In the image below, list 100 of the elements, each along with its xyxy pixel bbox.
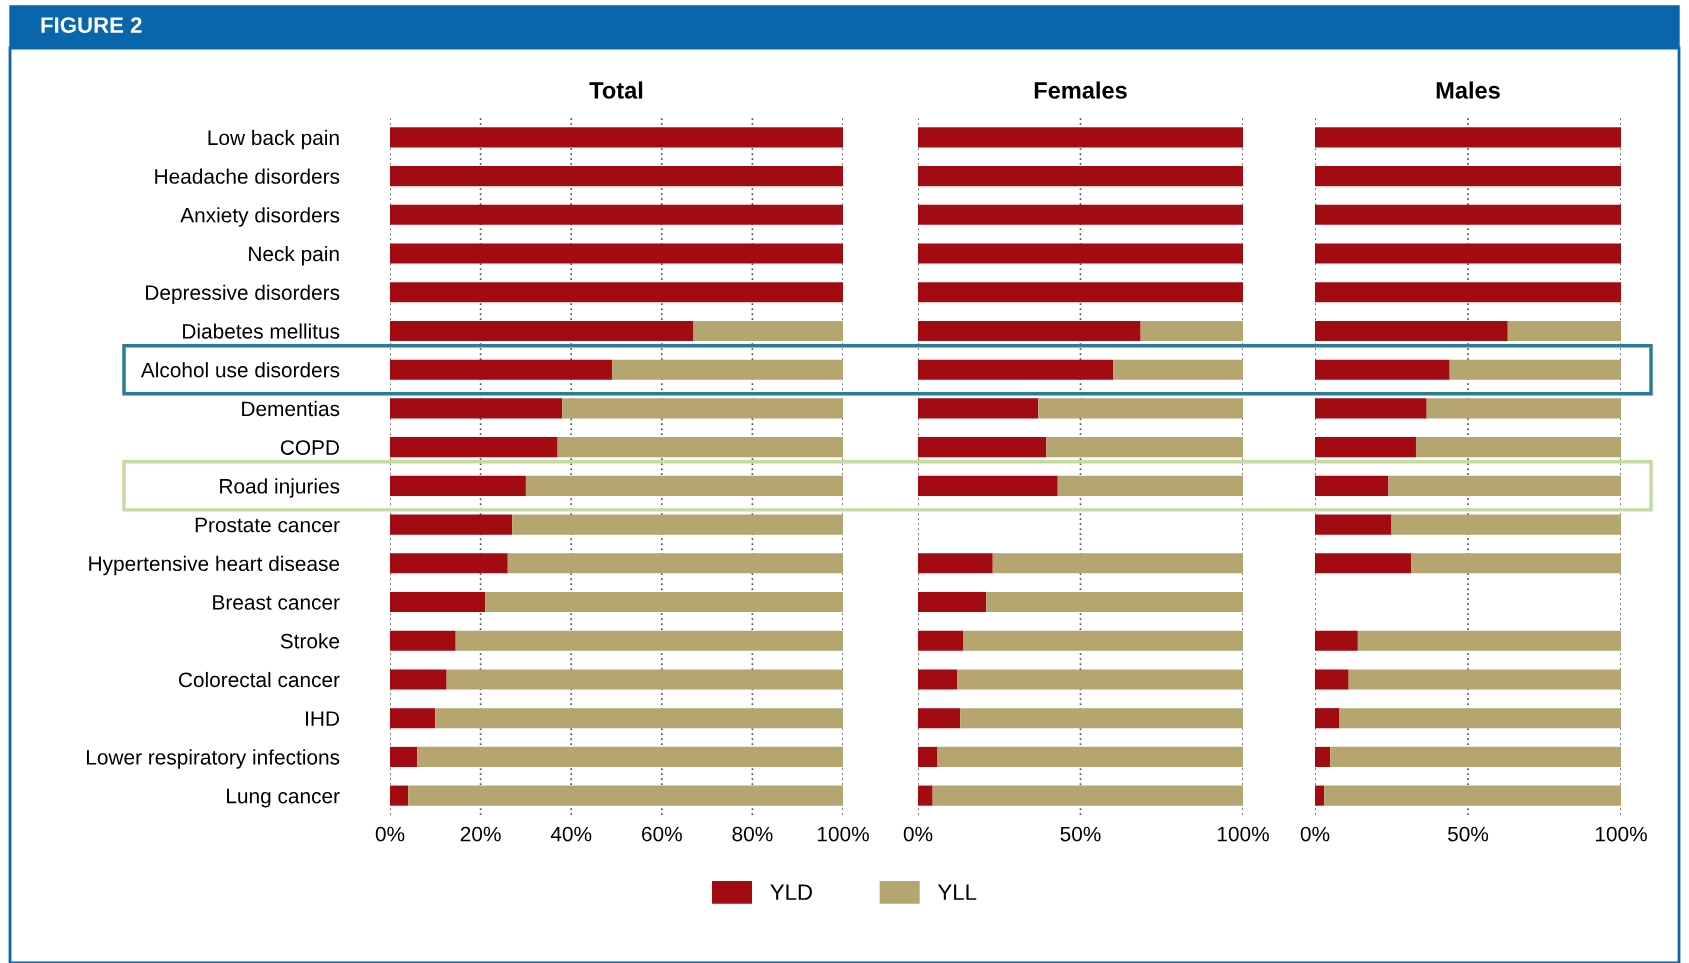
- x-tick-label: 80%: [732, 826, 773, 842]
- bar: [1057, 475, 1243, 496]
- y-tick-label: Hypertensive heart disease: [89, 555, 340, 576]
- y-tick-label: Colorectal cancer: [178, 671, 340, 688]
- bar: [525, 475, 843, 496]
- bar: [918, 282, 1243, 303]
- bar: [1046, 437, 1243, 458]
- legend-label: YLL: [937, 884, 977, 900]
- bar: [390, 591, 486, 613]
- legend-label: YLD: [770, 884, 812, 900]
- y-tick-label: Diabetes mellitus: [183, 323, 340, 339]
- bar: [446, 669, 843, 690]
- bar: [390, 166, 843, 187]
- bar: [1391, 514, 1621, 535]
- bar: [1324, 785, 1621, 806]
- bar: [390, 630, 456, 651]
- bar: [455, 630, 843, 651]
- chart-title: Total: [589, 81, 643, 99]
- y-tick-label: Breast cancer: [213, 595, 340, 610]
- y-tick-label: Dementias: [242, 400, 340, 417]
- x-tick-label: 100%: [817, 826, 869, 842]
- bar: [512, 514, 843, 535]
- bar: [435, 708, 843, 729]
- bar: [960, 708, 1243, 729]
- bar: [1113, 359, 1243, 380]
- bar: [918, 746, 938, 767]
- bar: [1315, 514, 1392, 535]
- bar: [408, 785, 843, 806]
- bar: [1315, 746, 1331, 767]
- bar: [932, 785, 1243, 806]
- bar: [390, 282, 843, 303]
- chart-title: Males: [1436, 81, 1500, 99]
- x-tick-label: 50%: [1447, 826, 1489, 842]
- bar: [1507, 320, 1621, 342]
- bar: [1330, 746, 1621, 767]
- y-tick-label: Prostate cancer: [195, 517, 340, 533]
- bar: [918, 166, 1243, 187]
- caption: FIGURE 2: [41, 17, 142, 33]
- bar: [1315, 398, 1427, 419]
- bar: [390, 127, 843, 148]
- x-tick-label: 20%: [460, 826, 501, 842]
- bar: [611, 359, 843, 380]
- bar: [1415, 437, 1621, 458]
- bar: [918, 359, 1113, 380]
- x-tick-label: 100%: [1595, 826, 1647, 842]
- x-tick-label: 60%: [642, 826, 682, 842]
- bar: [1315, 708, 1340, 729]
- bar: [1449, 359, 1621, 380]
- bar: [918, 591, 987, 613]
- y-tick-label: Lung cancer: [227, 788, 340, 808]
- bar: [1411, 553, 1621, 574]
- bar: [918, 243, 1243, 264]
- bar: [1315, 630, 1358, 651]
- bar: [1315, 553, 1412, 574]
- bar: [918, 630, 964, 651]
- y-tick-label: Headache disorders: [155, 168, 340, 184]
- bar: [918, 320, 1141, 342]
- bar: [390, 437, 558, 458]
- bar: [1315, 320, 1508, 342]
- x-tick-label: 0%: [1300, 826, 1330, 842]
- bar: [1315, 437, 1416, 458]
- bar: [390, 746, 418, 767]
- bar: [390, 708, 436, 729]
- bar: [390, 669, 447, 690]
- bar: [1315, 282, 1621, 303]
- bar: [918, 204, 1243, 225]
- bar: [963, 630, 1243, 651]
- bar: [390, 514, 513, 535]
- bar: [390, 204, 843, 225]
- x-tick-label: 0%: [903, 826, 933, 842]
- bar: [957, 669, 1243, 690]
- bar: [918, 708, 961, 729]
- bar: [1315, 166, 1621, 187]
- x-tick-label: 40%: [550, 826, 592, 842]
- bar: [390, 475, 526, 496]
- bar: [918, 785, 933, 806]
- bar: [562, 398, 843, 419]
- bar: [1315, 204, 1621, 225]
- chart-title: Females: [1034, 81, 1127, 99]
- bar: [918, 475, 1058, 496]
- bar: [557, 437, 843, 458]
- bar: [1315, 669, 1349, 690]
- y-tick-label: Road injuries: [220, 478, 340, 498]
- bar: [485, 591, 843, 613]
- bar: [1315, 475, 1389, 496]
- x-tick-label: 50%: [1060, 826, 1101, 842]
- bar: [1315, 127, 1621, 148]
- bar: [390, 553, 508, 574]
- bar: [918, 437, 1047, 458]
- bar: [1038, 398, 1243, 419]
- y-tick-label: Low back pain: [208, 129, 339, 150]
- y-tick-label: Anxiety disorders: [180, 207, 340, 227]
- bar: [918, 127, 1243, 148]
- bar: [1388, 475, 1621, 496]
- bar: [992, 553, 1243, 574]
- y-tick-label: Lower respiratory infections: [86, 749, 340, 769]
- bar: [507, 553, 843, 574]
- x-tick-label: 100%: [1217, 826, 1269, 842]
- bar: [918, 669, 957, 690]
- y-tick-label: Alcohol use disorders: [140, 362, 340, 378]
